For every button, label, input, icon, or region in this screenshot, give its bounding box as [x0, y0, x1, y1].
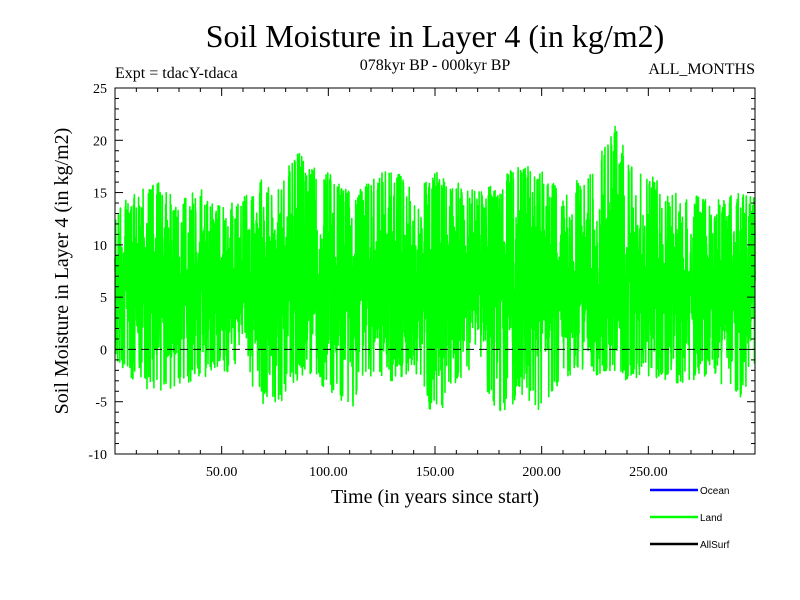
y-tick-label: 10: [93, 239, 107, 254]
legend-label-ocean: Ocean: [700, 486, 729, 497]
x-tick-label: 250.00: [629, 465, 668, 480]
x-tick-label: 50.00: [206, 465, 238, 480]
y-tick-label: -5: [95, 396, 107, 411]
axes: -10 -5 0 5 10 15 20 25 50.00 100.00 150.00 200.00 25…: [88, 82, 755, 480]
y-tick-label: 20: [93, 134, 107, 149]
x-tick-label: 200.00: [522, 465, 561, 480]
chart-title: Soil Moisture in Layer 4 (in kg/m2): [206, 18, 665, 54]
y-tick-label: -10: [88, 448, 107, 463]
y-tick-label: 25: [93, 82, 107, 97]
y-tick-label: 0: [100, 343, 107, 358]
chart-subtitle-center: 078kyr BP - 000kyr BP: [360, 57, 511, 74]
y-tick-label: 15: [93, 187, 107, 202]
y-axis-label: Soil Moisture in Layer 4 (in kg/m2): [51, 128, 73, 415]
chart-subtitle-right: ALL_MONTHS: [648, 61, 755, 78]
series-line-land: [114, 125, 756, 412]
x-tick-label: 150.00: [416, 465, 455, 480]
x-axis-label: Time (in years since start): [331, 486, 539, 508]
legend-label-allsurf: AllSurf: [700, 540, 730, 551]
y-tick-label: 5: [100, 291, 107, 306]
legend: Ocean Land AllSurf: [650, 486, 730, 551]
series-land: [114, 125, 756, 412]
x-tick-label: 100.00: [309, 465, 348, 480]
legend-label-land: Land: [700, 513, 722, 524]
chart-subtitle-left: Expt = tdacY-tdaca: [115, 65, 238, 82]
